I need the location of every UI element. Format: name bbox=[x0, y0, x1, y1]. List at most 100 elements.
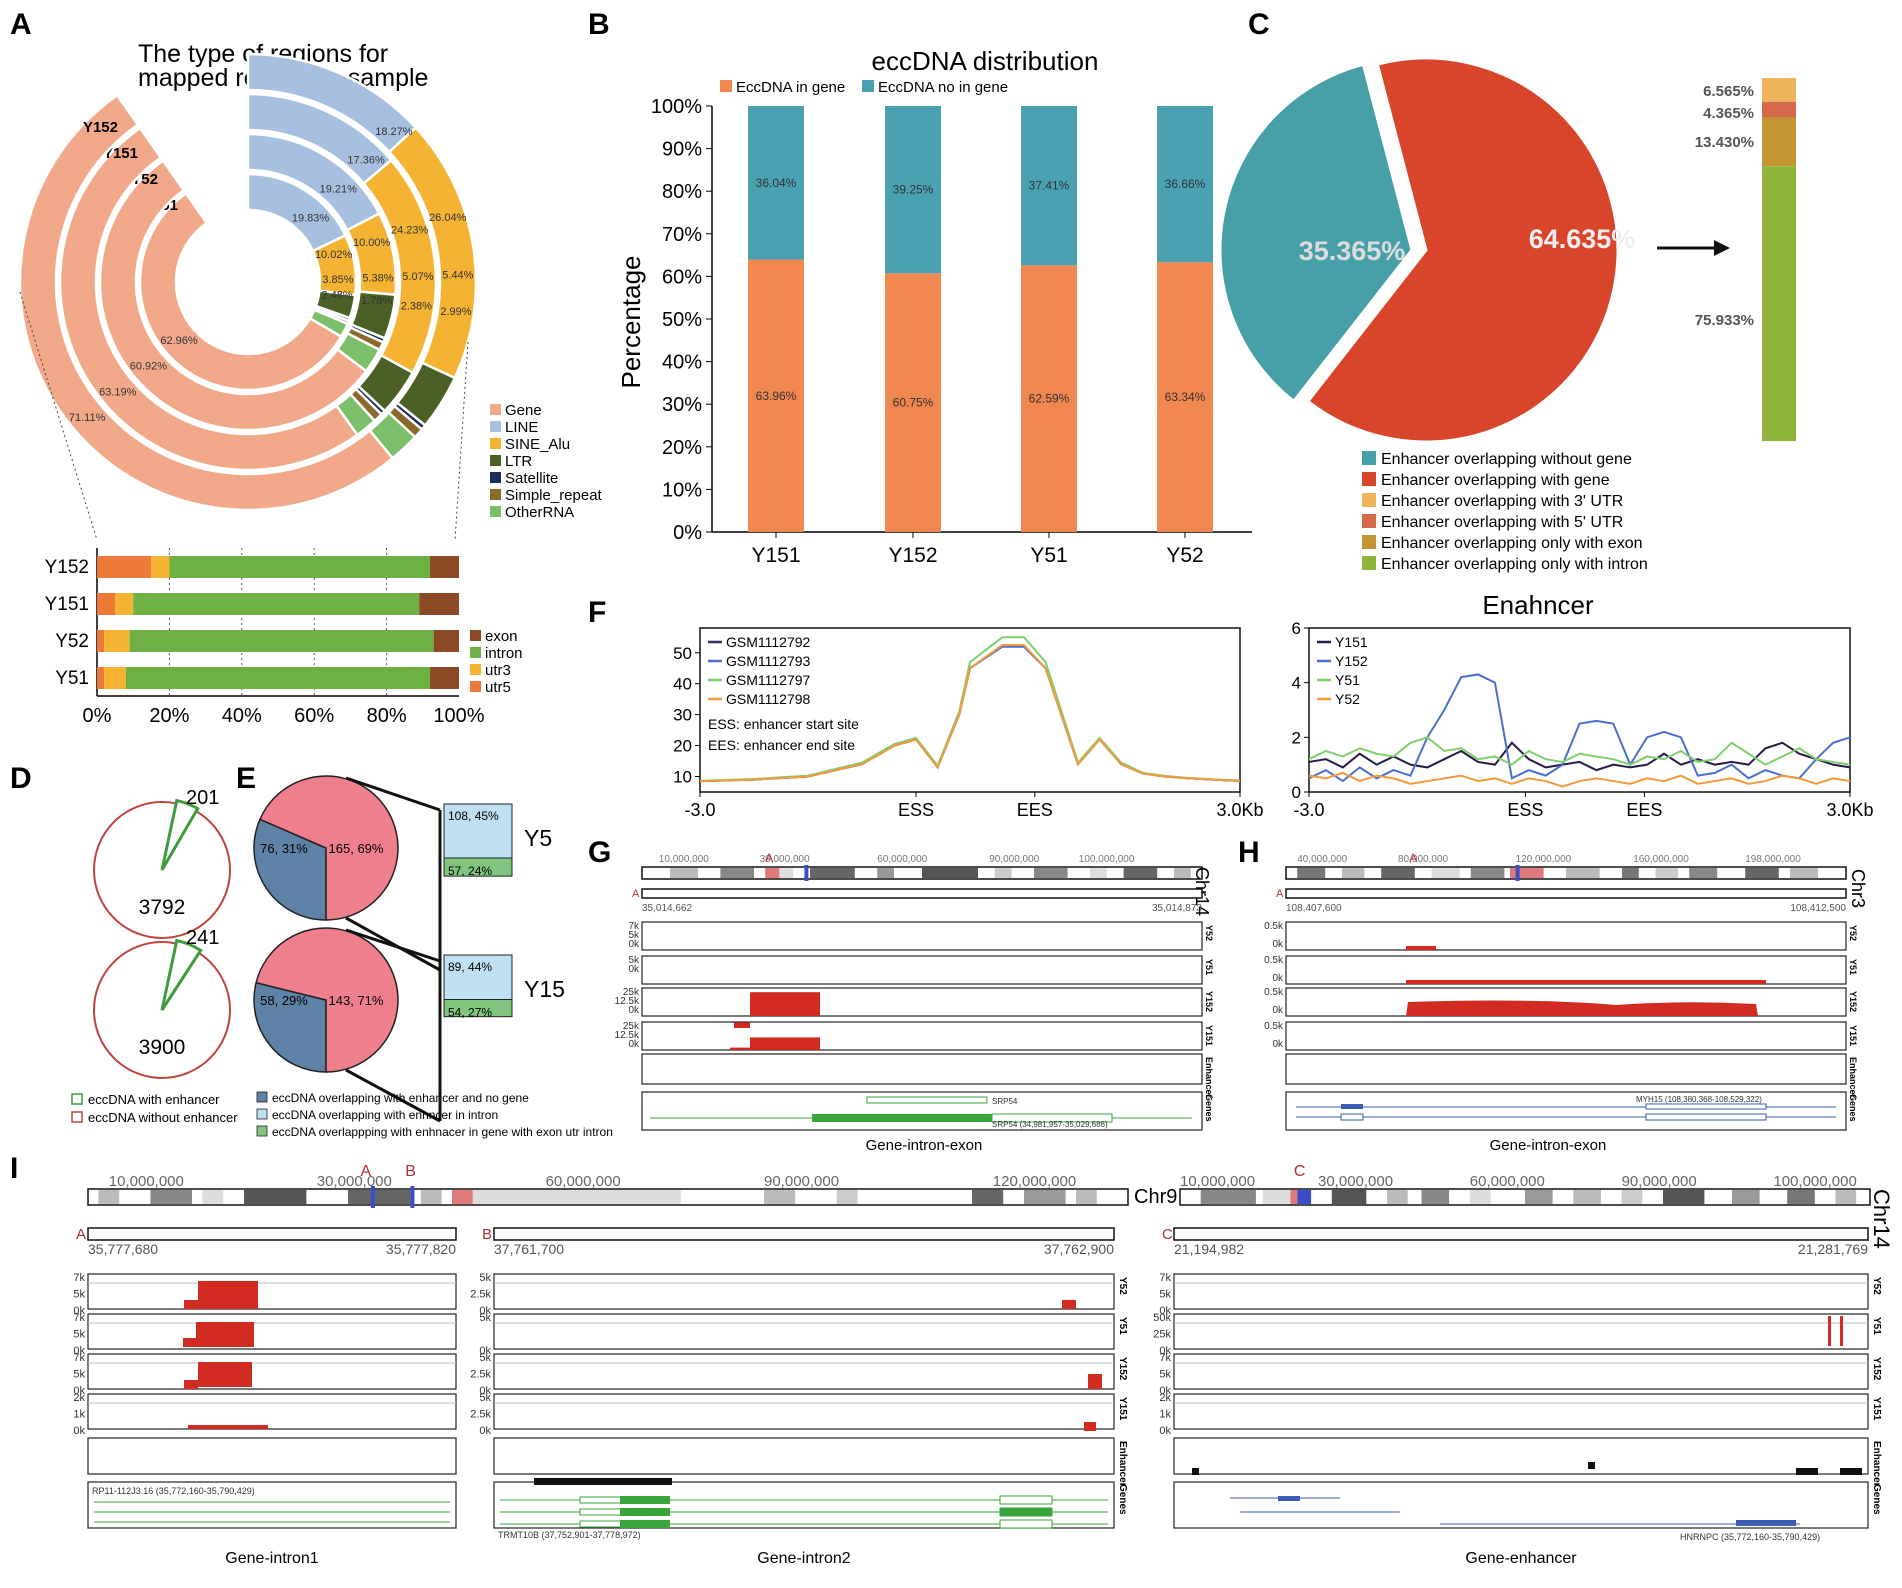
pie-label: 76, 31% bbox=[260, 841, 308, 856]
chromosome-band bbox=[1297, 868, 1326, 878]
coverage-peak bbox=[1828, 1316, 1831, 1346]
bar-in-gene bbox=[748, 259, 804, 532]
track-row bbox=[493, 1273, 1115, 1310]
chromosome-band bbox=[1200, 1190, 1256, 1204]
range-end: 108,412,500 bbox=[1790, 903, 1846, 914]
track-row bbox=[641, 921, 1203, 951]
ideogram-tick-label: 30,000,000 bbox=[760, 854, 810, 865]
legend-entry: LTR bbox=[505, 453, 532, 470]
chromosome-band bbox=[877, 868, 894, 878]
y-tick-label: 60% bbox=[662, 266, 702, 288]
chromosome-band bbox=[1421, 1190, 1450, 1204]
y-tick-label: 40 bbox=[673, 675, 692, 694]
bar-label: 108, 45% bbox=[448, 809, 499, 823]
bar-label: 39.25% bbox=[893, 183, 934, 197]
legend-swatch bbox=[1362, 451, 1376, 465]
series-line bbox=[1308, 673, 1851, 783]
chromosome-band bbox=[922, 868, 978, 878]
donut-label: 5.38% bbox=[362, 272, 393, 284]
ideogram-tick-label: 60,000,000 bbox=[1470, 1173, 1545, 1190]
track-name: Y151 bbox=[1871, 1397, 1882, 1421]
chromosome-band bbox=[1525, 1190, 1553, 1204]
track-scale-label: 2.5k bbox=[470, 1409, 491, 1421]
donut-label: 5.44% bbox=[442, 270, 473, 282]
breakdown-label: 75.933% bbox=[1695, 312, 1754, 329]
bar-label: 63.96% bbox=[756, 389, 797, 403]
track-scale-label: 0k bbox=[1272, 1039, 1284, 1050]
track-scale-label: 12.5k bbox=[615, 1030, 640, 1041]
connector bbox=[345, 928, 441, 963]
ideogram-tick-label: 90,000,000 bbox=[989, 854, 1039, 865]
chromosome-band bbox=[1387, 1190, 1408, 1204]
coverage-peak bbox=[183, 1338, 197, 1347]
track-row bbox=[1285, 921, 1847, 951]
bar-label: 36.04% bbox=[756, 176, 797, 190]
region-marker-label: A bbox=[765, 851, 773, 865]
track-row bbox=[493, 1313, 1115, 1350]
bar-category-label: Y52 bbox=[55, 631, 89, 652]
coverage-peak bbox=[1406, 980, 1766, 984]
ideogram-tick-label: 120,000,000 bbox=[1516, 854, 1572, 865]
donut-label: 2.99% bbox=[440, 306, 471, 318]
y-tick-label: 10% bbox=[662, 479, 702, 501]
coverage-peak bbox=[750, 992, 820, 1016]
plot-frame bbox=[1308, 627, 1851, 793]
legend-entry: OtherRNA bbox=[505, 504, 574, 521]
pie-label: 143, 71% bbox=[329, 993, 384, 1008]
bar-label: 63.34% bbox=[1165, 390, 1206, 404]
track-scale-label: 1k bbox=[73, 1409, 85, 1421]
track-scale-label: 2k bbox=[1159, 1392, 1171, 1404]
track-scale-label: 0k bbox=[1159, 1345, 1171, 1357]
track-scale-label: 7k bbox=[73, 1272, 85, 1284]
track-row bbox=[87, 1273, 457, 1310]
legend-swatch bbox=[470, 664, 481, 675]
panel-label-d: D bbox=[10, 762, 32, 795]
bar-intron bbox=[129, 630, 434, 652]
x-tick-label: ESS bbox=[898, 800, 934, 820]
bar-utr5 bbox=[97, 667, 105, 689]
track-name: Y151 bbox=[1848, 1025, 1858, 1046]
bar-utr3 bbox=[151, 556, 170, 578]
x-tick-label: EES bbox=[1017, 800, 1053, 820]
track-scale-label: 12.5k bbox=[615, 996, 640, 1007]
legend-entry: Enhancer overlapping only with intron bbox=[1381, 556, 1648, 573]
ideogram-tick-label: 60,000,000 bbox=[877, 854, 927, 865]
track-name: Genes bbox=[1117, 1484, 1128, 1515]
breakdown-label: 13.430% bbox=[1695, 134, 1754, 151]
pie-with-enhancer bbox=[160, 938, 203, 1011]
x-tick-label: 3.0Kb bbox=[1216, 800, 1263, 820]
track-name: Y52 bbox=[1848, 925, 1858, 941]
f-right-title: Enahncer bbox=[1482, 590, 1594, 620]
panel-e: 76, 31% 165, 69% 108, 45% 57, 24% Y5 58, 29% 1… bbox=[253, 775, 613, 1139]
leader-line bbox=[19, 291, 98, 541]
chromosome-label: Chr9 bbox=[1134, 1186, 1177, 1208]
coverage-peak bbox=[1062, 1300, 1076, 1309]
ideogram-tick-label: 30,000,000 bbox=[1318, 1173, 1393, 1190]
track-scale-label: 0k bbox=[1272, 973, 1284, 984]
track-scale-label: 7k bbox=[73, 1312, 85, 1324]
sample-label: Y5 bbox=[524, 825, 552, 851]
x-tick-label: -3.0 bbox=[1293, 800, 1324, 820]
track-name: Y52 bbox=[1204, 925, 1214, 941]
track-name: Y51 bbox=[1117, 1317, 1128, 1335]
track-row bbox=[1173, 1353, 1869, 1390]
track-name: Y51 bbox=[1871, 1317, 1882, 1335]
pie-slice-gene bbox=[258, 775, 399, 921]
chromosome-band bbox=[472, 1190, 681, 1204]
gene-model bbox=[991, 1113, 1113, 1123]
legend-entry: eccDNA without enhancer bbox=[88, 1110, 238, 1125]
bar-exon bbox=[433, 630, 459, 652]
track-row bbox=[1173, 1273, 1869, 1310]
track-scale-label: 0k bbox=[479, 1305, 491, 1317]
series-line bbox=[1308, 741, 1851, 772]
gene-track bbox=[87, 1481, 457, 1529]
track-scale-label: 7k bbox=[628, 921, 640, 932]
y-tick-label: 30 bbox=[673, 706, 692, 725]
track-row bbox=[1285, 1053, 1847, 1085]
bar-category-label: Y151 bbox=[45, 594, 89, 615]
chromosome-band bbox=[1290, 1190, 1298, 1204]
breakdown-label: 4.365% bbox=[1703, 105, 1754, 122]
legend-entry: Simple_repeat bbox=[505, 487, 603, 504]
coverage-peak bbox=[730, 1047, 750, 1050]
